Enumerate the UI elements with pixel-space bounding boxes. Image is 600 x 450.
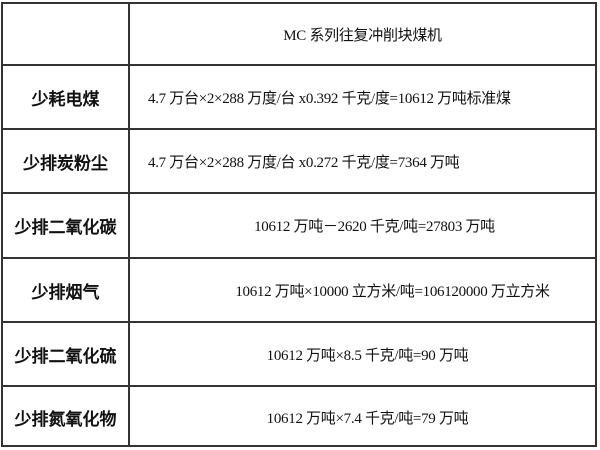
table-row: 少排氮氧化物 10612 万吨×7.4 千克/吨=79 万吨 [3,387,595,447]
table-row: 少排二氧化碳 10612 万吨－2620 千克/吨=27803 万吨 [3,194,595,259]
row-value: 10612 万吨－2620 千克/吨=27803 万吨 [254,219,495,235]
row-label: 少排氮氧化物 [3,387,130,447]
row-value: 4.7 万台×2×288 万度/台 x0.272 千克/度=7364 万吨 [148,154,460,171]
row-value: 10612 万吨×10000 立方米/吨=106120000 万立方米 [235,283,550,300]
row-label: 少排二氧化硫 [3,323,130,385]
header-title: MC 系列往复冲削块煤机 [283,27,442,44]
row-value: 4.7 万台×2×288 万度/台 x0.392 千克/度=10612 万吨标准… [148,90,511,107]
table-row: 少耗电煤 4.7 万台×2×288 万度/台 x0.392 千克/度=10612… [3,66,595,130]
table-row: 少排烟气 10612 万吨×10000 立方米/吨=106120000 万立方米 [3,259,595,323]
row-value: 10612 万吨×7.4 千克/吨=79 万吨 [266,410,469,427]
row-label: 少排炭粉尘 [3,130,130,192]
row-label: 少耗电煤 [3,66,130,128]
table-row: 少排二氧化硫 10612 万吨×8.5 千克/吨=90 万吨 [3,323,595,387]
row-label: 少排二氧化碳 [3,194,130,257]
row-label: 少排烟气 [3,259,130,321]
table-row: 少排炭粉尘 4.7 万台×2×288 万度/台 x0.272 千克/度=7364… [3,130,595,194]
row-value: 10612 万吨×8.5 千克/吨=90 万吨 [266,347,469,364]
header-empty-cell [3,4,130,64]
table-header-row: MC 系列往复冲削块煤机 [3,4,595,66]
